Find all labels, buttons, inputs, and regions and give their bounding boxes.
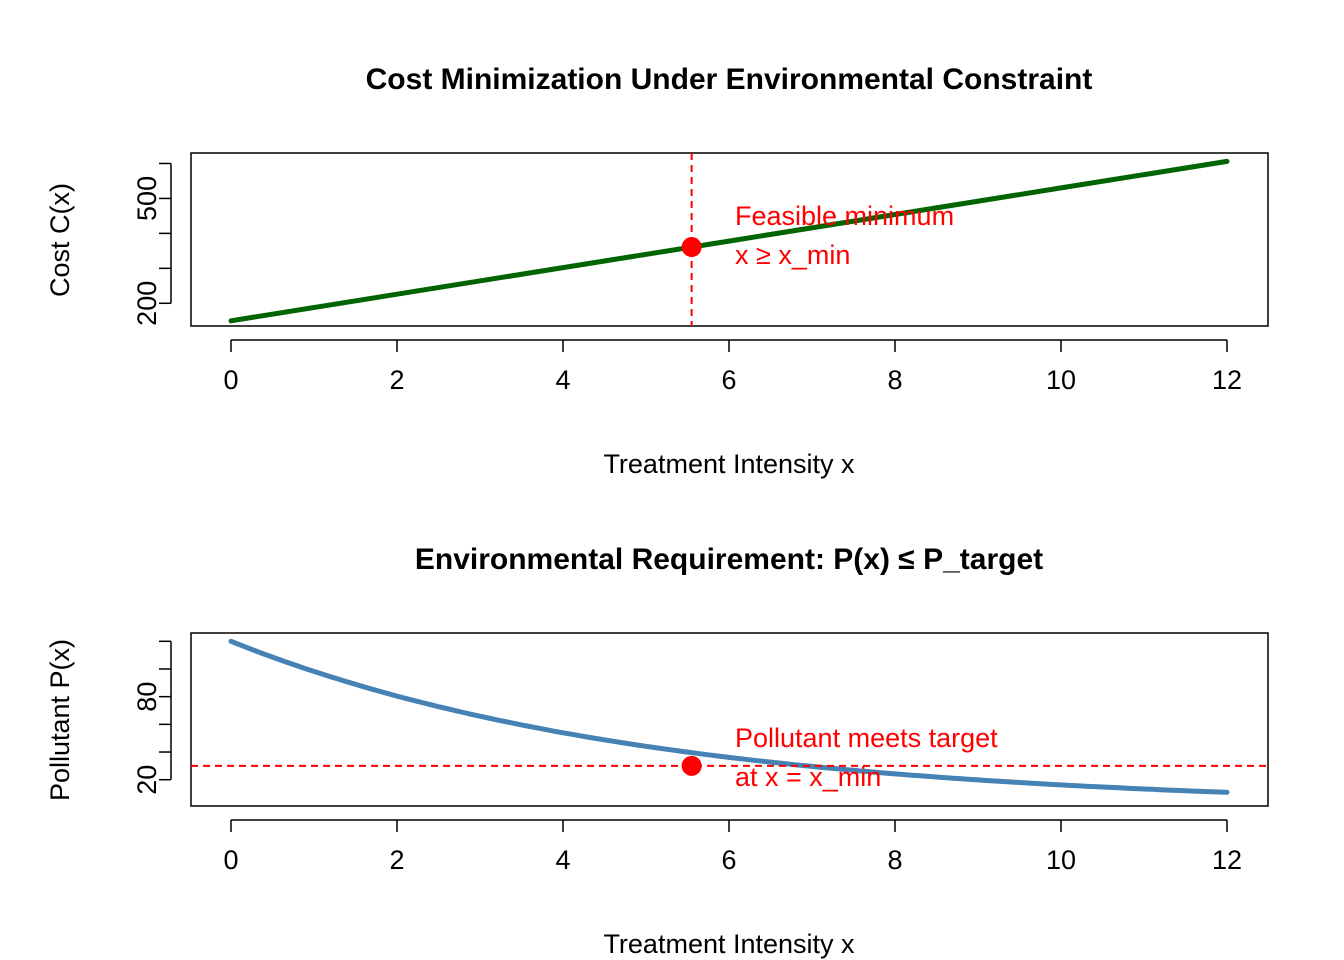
y-tick-label: 80 — [132, 682, 162, 712]
series-line — [228, 638, 1230, 795]
x-tick-label: 2 — [389, 365, 404, 395]
y-tick-label: 20 — [132, 765, 162, 795]
plot-marks — [191, 638, 1268, 795]
x-tick-label: 12 — [1212, 845, 1242, 875]
optimum-point — [681, 237, 702, 258]
y-axis-label: Cost C(x) — [45, 183, 75, 297]
plot-marks — [228, 153, 1230, 326]
annotation-line-2: at x = x_min — [735, 762, 881, 792]
y-tick-label: 200 — [132, 281, 162, 326]
x-tick-label: 0 — [223, 845, 238, 875]
y-tick-label: 500 — [132, 176, 162, 221]
annotation-line-1: Pollutant meets target — [735, 723, 998, 753]
x-tick-label: 4 — [555, 845, 570, 875]
plot-box — [190, 632, 1269, 807]
annotation-line-1: Feasible minimum — [735, 201, 954, 231]
chart-title: Cost Minimization Under Environmental Co… — [366, 63, 1093, 96]
y-axis-label: Pollutant P(x) — [45, 639, 75, 801]
x-tick-label: 4 — [555, 365, 570, 395]
x-tick-label: 2 — [389, 845, 404, 875]
x-axis: 0 2 4 6 8 10 12 — [223, 339, 1242, 395]
x-tick-label: 8 — [887, 845, 902, 875]
x-tick-label: 12 — [1212, 365, 1242, 395]
plot-box — [190, 152, 1269, 327]
x-tick-label: 8 — [887, 365, 902, 395]
x-tick-label: 6 — [721, 845, 736, 875]
annotation-line-2: x ≥ x_min — [735, 240, 850, 270]
x-tick-label: 0 — [223, 365, 238, 395]
optimum-point — [681, 755, 702, 776]
x-axis: 0 2 4 6 8 10 12 — [223, 819, 1242, 875]
x-tick-label: 10 — [1046, 365, 1076, 395]
pollutant-chart: Environmental Requirement: P(x) ≤ P_targ… — [45, 543, 1269, 959]
x-tick-label: 10 — [1046, 845, 1076, 875]
y-axis: 200 500 — [132, 162, 172, 326]
x-axis-label: Treatment Intensity x — [603, 449, 855, 479]
chart-title: Environmental Requirement: P(x) ≤ P_targ… — [415, 543, 1043, 576]
x-axis-label: Treatment Intensity x — [603, 929, 855, 959]
x-tick-label: 6 — [721, 365, 736, 395]
cost-chart: Cost Minimization Under Environmental Co… — [45, 63, 1269, 479]
series-line — [228, 158, 1230, 324]
